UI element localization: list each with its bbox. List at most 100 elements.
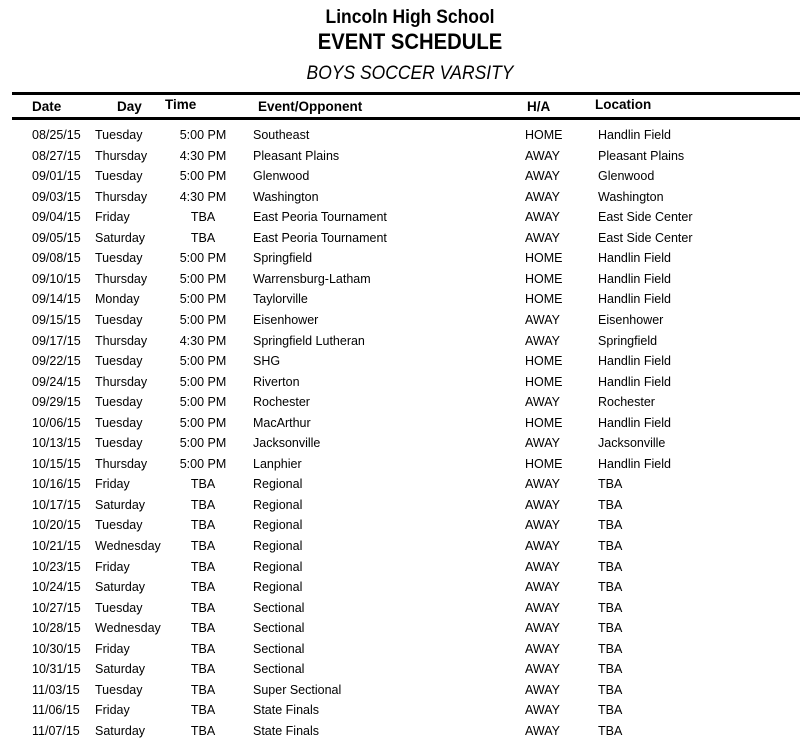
location-cell: Springfield [598, 333, 658, 348]
event-cell: Eisenhower [253, 312, 319, 327]
date-cell: 09/04/15 [32, 210, 81, 225]
time-cell: 5:00 PM [179, 251, 227, 266]
location-cell: Handlin Field [598, 456, 671, 471]
location-cell: East Side Center [598, 210, 693, 225]
home-away-cell: HOME [525, 251, 563, 266]
home-away-cell: AWAY [525, 580, 560, 595]
date-cell: 10/27/15 [32, 600, 81, 615]
location-cell: Rochester [598, 395, 655, 410]
date-cell: 09/15/15 [32, 312, 81, 327]
date-cell: 10/16/15 [32, 477, 81, 492]
home-away-cell: AWAY [525, 210, 560, 225]
table-row: 09/10/15 Thursday 5:00 PM Warrensburg-Latha… [0, 272, 800, 292]
table-row: 10/23/15 Friday TBA Regional AWAY TBA [0, 560, 800, 580]
day-cell: Tuesday [95, 251, 143, 266]
event-cell: Lanphier [253, 456, 302, 471]
time-cell: 5:00 PM [179, 456, 227, 471]
table-row: 09/04/15 Friday TBA East Peoria Tournament A… [0, 210, 800, 230]
column-header-day: Day [117, 99, 142, 114]
home-away-cell: HOME [525, 374, 563, 389]
time-cell: 5:00 PM [179, 415, 227, 430]
day-cell: Tuesday [95, 436, 143, 451]
team-name: BOYS SOCCER VARSITY [306, 63, 514, 84]
time-cell: 5:00 PM [179, 354, 227, 369]
date-cell: 09/22/15 [32, 354, 81, 369]
location-cell: Handlin Field [598, 354, 671, 369]
column-header-ha: H/A [527, 99, 551, 114]
day-cell: Saturday [95, 230, 146, 245]
table-row: 08/27/15 Thursday 4:30 PM Pleasant Plains AW… [0, 149, 800, 169]
location-cell: TBA [598, 662, 623, 677]
date-cell: 09/17/15 [32, 333, 81, 348]
location-cell: Glenwood [598, 169, 655, 184]
date-cell: 09/01/15 [32, 169, 81, 184]
day-cell: Tuesday [95, 354, 143, 369]
date-cell: 09/29/15 [32, 395, 81, 410]
day-cell: Friday [95, 703, 130, 718]
date-cell: 08/27/15 [32, 148, 81, 163]
home-away-cell: AWAY [525, 641, 560, 656]
date-cell: 10/17/15 [32, 497, 81, 512]
time-cell: 4:30 PM [179, 189, 227, 204]
day-cell: Tuesday [95, 128, 143, 142]
event-cell: Regional [253, 580, 303, 595]
home-away-cell: HOME [525, 415, 563, 430]
day-cell: Saturday [95, 723, 146, 738]
day-cell: Thursday [95, 374, 148, 389]
event-cell: Riverton [253, 374, 300, 389]
table-row: 09/22/15 Tuesday 5:00 PM SHG HOME Handlin Fie… [0, 354, 800, 374]
event-cell: Sectional [253, 621, 305, 636]
event-cell: Sectional [253, 600, 305, 615]
home-away-cell: AWAY [525, 312, 560, 327]
time-cell: TBA [190, 580, 216, 595]
day-cell: Thursday [95, 333, 148, 348]
location-cell: TBA [598, 723, 623, 738]
event-cell: East Peoria Tournament [253, 210, 387, 225]
header-top-rule [12, 92, 800, 95]
location-cell: Pleasant Plains [598, 148, 685, 163]
day-cell: Friday [95, 559, 130, 574]
location-cell: TBA [598, 477, 623, 492]
time-cell: 5:00 PM [179, 169, 227, 184]
time-cell: 4:30 PM [179, 148, 227, 163]
table-row: 09/14/15 Monday 5:00 PM Taylorville HOME Hand… [0, 292, 800, 312]
table-row: 09/05/15 Saturday TBA East Peoria Tournamen… [0, 231, 800, 251]
day-cell: Saturday [95, 662, 146, 677]
location-cell: TBA [598, 600, 623, 615]
date-cell: 10/28/15 [32, 621, 81, 636]
time-cell: TBA [190, 723, 216, 738]
date-cell: 09/05/15 [32, 230, 81, 245]
time-cell: TBA [190, 518, 216, 533]
location-cell: TBA [598, 497, 623, 512]
location-cell: Handlin Field [598, 271, 671, 286]
date-cell: 10/21/15 [32, 539, 81, 553]
day-cell: Friday [95, 641, 130, 656]
day-cell: Tuesday [95, 395, 143, 410]
home-away-cell: HOME [525, 292, 563, 307]
location-cell: TBA [598, 559, 623, 574]
event-cell: Glenwood [253, 169, 310, 184]
date-cell: 09/03/15 [32, 189, 81, 204]
home-away-cell: AWAY [525, 662, 560, 677]
home-away-cell: AWAY [525, 436, 560, 451]
table-row: 10/16/15 Friday TBA Regional AWAY TBA [0, 477, 800, 497]
table-row: 09/08/15 Tuesday 5:00 PM Springfield HOME Han… [0, 251, 800, 271]
time-cell: TBA [190, 210, 216, 225]
time-cell: 5:00 PM [179, 374, 227, 389]
home-away-cell: AWAY [525, 539, 560, 553]
home-away-cell: AWAY [525, 600, 560, 615]
event-cell: MacArthur [253, 415, 311, 430]
time-cell: TBA [190, 497, 216, 512]
location-cell: TBA [598, 641, 623, 656]
table-row: 11/07/15 Saturday TBA State Finals AWAY TBA [0, 724, 800, 744]
event-cell: State Finals [253, 703, 320, 718]
date-cell: 09/14/15 [32, 292, 81, 307]
location-cell: TBA [598, 539, 623, 553]
date-cell: 11/07/15 [32, 723, 80, 738]
time-cell: TBA [190, 230, 216, 245]
day-cell: Thursday [95, 148, 148, 163]
event-cell: Springfield Lutheran [253, 333, 365, 348]
home-away-cell: AWAY [525, 333, 560, 348]
day-cell: Tuesday [95, 169, 143, 184]
location-cell: Eisenhower [598, 312, 664, 327]
